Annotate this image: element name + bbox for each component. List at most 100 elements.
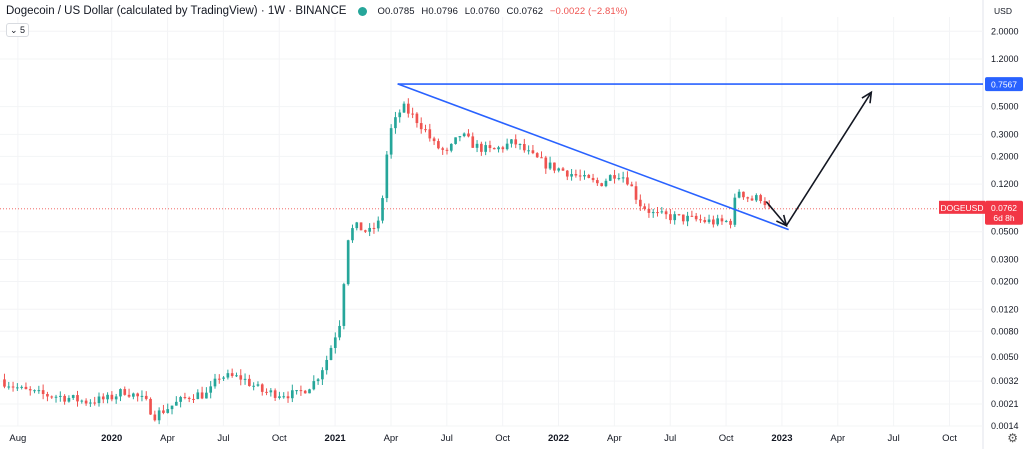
candle-body <box>338 325 341 338</box>
candle-body <box>162 410 165 413</box>
current-price-tag <box>985 200 1023 225</box>
candle-body <box>497 147 500 150</box>
candle-body <box>583 174 586 177</box>
candle-body <box>638 199 642 207</box>
candle-body <box>527 150 530 152</box>
candle-body <box>561 168 565 171</box>
candle-body <box>720 218 724 222</box>
candle-body <box>742 191 745 198</box>
candle-body <box>282 396 286 398</box>
candle-body <box>458 136 462 138</box>
candle-body <box>89 402 92 404</box>
candle-body <box>295 390 298 392</box>
candle-body <box>480 143 483 152</box>
candle-body <box>522 144 526 151</box>
y-tick-label: 0.1200 <box>991 179 1019 189</box>
x-tick-label: 2021 <box>325 433 347 444</box>
candle-body <box>544 157 548 169</box>
candle-body <box>694 215 698 220</box>
candle-body <box>76 395 79 402</box>
candle-body <box>58 395 62 397</box>
candle-body <box>677 214 681 216</box>
candle-body <box>703 220 707 223</box>
candle-body <box>273 390 277 398</box>
candle-body <box>406 103 410 114</box>
candle-body <box>351 228 354 241</box>
candle-body <box>312 381 316 390</box>
change-value: −0.0022 (−2.81%) <box>549 5 628 17</box>
candle-body <box>686 215 689 222</box>
candle-body <box>368 227 371 232</box>
candle-body <box>634 186 638 200</box>
candle-body <box>80 400 84 402</box>
candle-body <box>475 143 479 148</box>
candle-body <box>553 162 556 171</box>
y-tick-label: 0.0120 <box>991 304 1019 314</box>
x-tick-label: Apr <box>384 433 399 444</box>
candle-body <box>643 206 646 209</box>
candle-body <box>217 378 221 380</box>
settings-gear-icon[interactable]: ⚙ <box>1007 431 1018 445</box>
candle-body <box>209 386 213 393</box>
candle-body <box>415 113 419 124</box>
y-tick-label: 1.2000 <box>991 54 1019 64</box>
x-tick-label: Oct <box>942 433 957 444</box>
candle-body <box>428 129 432 139</box>
candle-body <box>346 240 350 285</box>
candle-body <box>119 389 122 397</box>
candle-body <box>385 154 389 199</box>
candle-body <box>681 214 685 222</box>
candle-body <box>716 218 719 225</box>
chart-header: Dogecoin / US Dollar (calculated by Trad… <box>6 5 632 17</box>
candle-body <box>114 396 118 400</box>
candle-body <box>651 212 655 214</box>
indicators-toggle-button[interactable]: ⌄ 5 <box>6 23 30 37</box>
current-price-value: 0.0762 <box>991 203 1017 213</box>
y-tick-label: 2.0000 <box>991 26 1019 36</box>
candle-body <box>664 211 668 215</box>
x-tick-label: Jul <box>888 433 900 444</box>
x-tick-label: Oct <box>719 433 734 444</box>
x-tick-label: Oct <box>272 433 287 444</box>
candle-body <box>596 180 599 184</box>
candle-body <box>136 393 139 397</box>
symbol-title[interactable]: Dogecoin / US Dollar (calculated by Trad… <box>6 5 347 17</box>
candle-body <box>570 174 573 177</box>
candle-body <box>621 177 625 179</box>
candle-body <box>647 208 651 213</box>
x-tick-label: Apr <box>830 433 845 444</box>
candle-body <box>608 175 612 181</box>
candle-body <box>394 117 397 129</box>
candle-body <box>355 222 359 229</box>
candle-body <box>179 397 182 402</box>
candle-body <box>626 177 629 185</box>
currency-label[interactable]: USD <box>994 6 1012 16</box>
candle-body <box>183 397 187 399</box>
y-tick-label: 0.3000 <box>991 129 1019 139</box>
candle-body <box>256 384 260 386</box>
y-tick-label: 0.0032 <box>991 376 1019 386</box>
candle-body <box>67 397 71 402</box>
candle-body <box>604 180 608 187</box>
candle-body <box>724 220 728 222</box>
candle-body <box>381 198 384 221</box>
candle-body <box>235 375 238 377</box>
candle-body <box>28 389 32 391</box>
candle-body <box>54 396 58 398</box>
price-axis: 2.0000 1.2000 0.5000 0.3000 0.2000 0.1200 0.05… <box>991 26 1019 431</box>
y-tick-label: 0.0500 <box>991 227 1019 237</box>
candle-body <box>673 214 677 221</box>
candle-body <box>144 395 148 399</box>
candle-body <box>690 215 694 217</box>
x-tick-label: Apr <box>160 433 175 444</box>
candle-body <box>7 386 11 388</box>
candle-body <box>437 141 440 149</box>
candle-body <box>630 184 634 187</box>
grid <box>0 0 984 449</box>
candle-body <box>248 378 251 386</box>
candle-body <box>432 138 436 142</box>
forecast-arrow-head-up <box>861 90 873 104</box>
candle-body <box>41 390 45 395</box>
candle-body <box>316 379 320 382</box>
